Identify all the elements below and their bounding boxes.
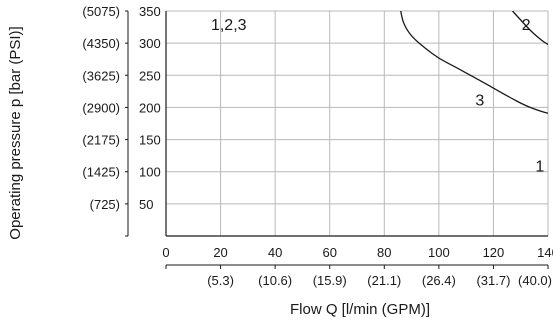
curve-label: 1 <box>535 158 544 175</box>
x-tick-label: 100 <box>428 245 450 260</box>
y-secondary-tick-labels: (725) (1425) (2175) (2900) (3625) (4350) (5075… <box>82 4 120 212</box>
curves <box>400 11 548 114</box>
x-secondary-tick-label: (21.1) <box>367 273 401 288</box>
y-secondary-tick-label: (3625) <box>82 68 120 83</box>
curve-label: 1,2,3 <box>211 17 247 34</box>
y-tick-label: 200 <box>139 100 161 115</box>
y-tick-label: 300 <box>139 36 161 51</box>
y-axis-title: Operating pressure p [bar (PSI)] <box>7 26 24 239</box>
x-axis-title: Flow Q [l/min (GPM)] <box>290 301 430 318</box>
x-tick-label: 40 <box>268 245 282 260</box>
x-secondary-tick-label: (15.9) <box>313 273 347 288</box>
y-tick-label: 150 <box>139 133 161 148</box>
x-tick-label: 60 <box>322 245 336 260</box>
x-tick-label: 120 <box>483 245 505 260</box>
x-tick-label: 140 <box>537 245 553 260</box>
x-secondary-tick-label: (10.6) <box>258 273 292 288</box>
curve-label: 2 <box>522 17 531 34</box>
y-secondary-tick-label: (5075) <box>82 4 120 19</box>
curve-2 <box>512 11 548 46</box>
y-tick-label: 350 <box>139 4 161 19</box>
x-tick-labels: 0 20 40 60 80 100 120 140 <box>162 245 553 260</box>
y-tick-labels: 50 100 150 200 250 300 350 <box>139 4 161 212</box>
y-secondary-tick-label: (725) <box>90 197 120 212</box>
y-secondary-tick-label: (2900) <box>82 100 120 115</box>
y-secondary-tick-label: (2175) <box>82 133 120 148</box>
x-secondary-tick-label: (26.4) <box>422 273 456 288</box>
x-secondary-tick-label: (40.0) <box>518 273 552 288</box>
y-tick-label: 50 <box>139 197 153 212</box>
y-tick-label: 100 <box>139 165 161 180</box>
y-secondary-tick-label: (1425) <box>82 165 120 180</box>
y-secondary-tick-label: (4350) <box>82 36 120 51</box>
x-secondary-tick-label: (5.3) <box>207 273 234 288</box>
x-secondary-tick-labels: (5.3) (10.6) (15.9) (21.1) (26.4) (31.7) (40.0… <box>207 273 552 288</box>
axes <box>125 10 549 269</box>
grid <box>166 10 549 236</box>
curve-3 <box>400 11 548 114</box>
x-tick-label: 20 <box>213 245 227 260</box>
x-tick-label: 0 <box>162 245 169 260</box>
x-secondary-tick-label: (31.7) <box>476 273 510 288</box>
curve-label: 3 <box>475 93 484 110</box>
y-tick-label: 250 <box>139 68 161 83</box>
curve-annotations: 1,2,3 2 3 1 <box>211 17 544 175</box>
x-tick-label: 80 <box>377 245 391 260</box>
